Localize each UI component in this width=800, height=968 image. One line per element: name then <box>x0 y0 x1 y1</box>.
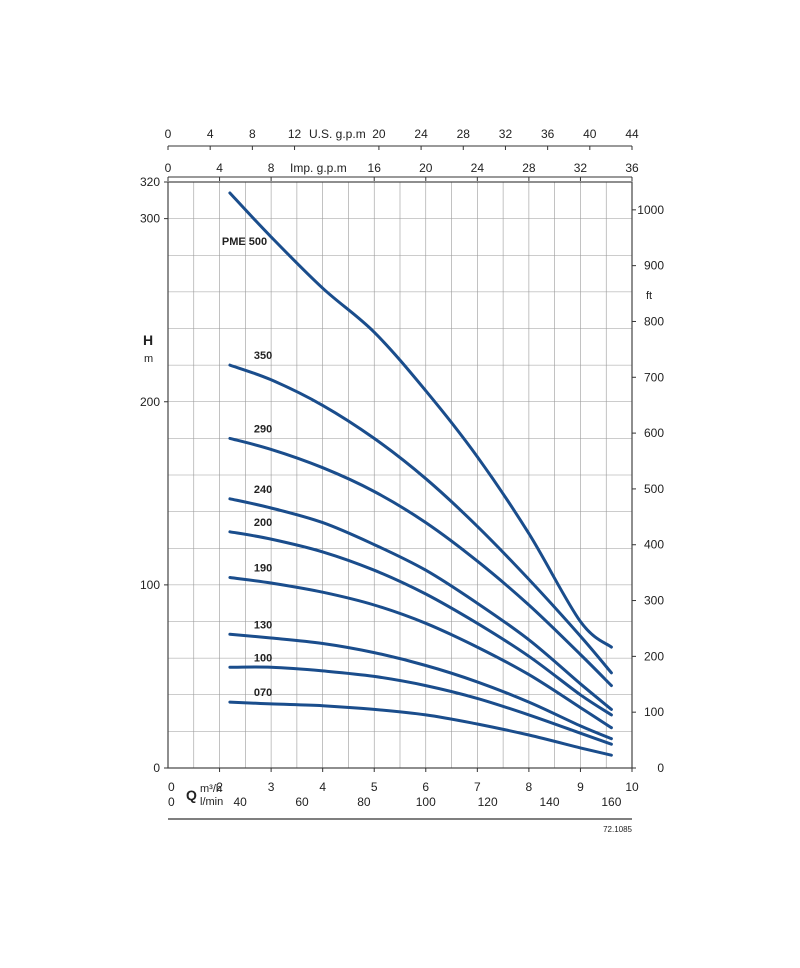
series-label: 200 <box>254 517 272 529</box>
top-imp-tick-label: 24 <box>471 161 485 175</box>
curve-070 <box>228 700 613 757</box>
x-axis-top-usgpm-unit: U.S. g.p.m <box>309 127 366 141</box>
top-imp-tick-label: 8 <box>268 161 275 175</box>
top-imp-tick-label: 36 <box>625 161 639 175</box>
x-lmin-tick-label: 60 <box>295 795 309 809</box>
top-us-tick-label: 36 <box>541 127 555 141</box>
top-imp-tick-label: 28 <box>522 161 536 175</box>
x-m3h-tick-label: 6 <box>422 780 429 794</box>
figure-footnote: 72.1085 <box>603 825 632 834</box>
top-imp-tick-label: 20 <box>419 161 433 175</box>
top-us-tick-label: 8 <box>249 127 256 141</box>
y-right-tick-label: 900 <box>644 259 664 273</box>
curves <box>228 191 613 757</box>
grid <box>168 182 632 768</box>
top-us-tick-label: 0 <box>165 127 172 141</box>
top-imp-tick-label: 4 <box>216 161 223 175</box>
series-label: PME 500 <box>222 236 267 248</box>
top-imp-tick-label: 32 <box>574 161 588 175</box>
x-axis-top-usgpm-ticks: 0 4 8 12 20 24 28 32 36 40 44 <box>165 127 639 150</box>
y-right-tick-label: 300 <box>644 594 664 608</box>
y-right-tick-label: 0 <box>657 761 664 775</box>
x-m3h-tick-label: 4 <box>319 780 326 794</box>
x-axis-lmin-zero: 0 <box>168 795 175 809</box>
x-axis-m3h-ticks: 2 3 4 5 6 7 8 9 10 <box>216 768 639 794</box>
top-us-tick-label: 32 <box>499 127 513 141</box>
y-right-tick-label: 600 <box>644 426 664 440</box>
x-m3h-tick-label: 7 <box>474 780 481 794</box>
plot-frame <box>167 181 633 769</box>
curve-290 <box>228 436 613 688</box>
top-us-tick-label: 4 <box>207 127 214 141</box>
y-tick-label: 300 <box>140 212 160 226</box>
y-tick-label: 320 <box>140 175 160 189</box>
series-label: 100 <box>254 652 272 664</box>
curve-100 <box>228 665 613 746</box>
x-m3h-tick-label: 9 <box>577 780 584 794</box>
series-label: 130 <box>254 619 272 631</box>
y-axis-right-ticks: 0 100 200 300 400 500 600 700 800 900 1000 <box>632 203 664 775</box>
y-tick-label: 100 <box>140 578 160 592</box>
x-m3h-tick-label: 5 <box>371 780 378 794</box>
x-axis-m3h-zero: 0 <box>168 780 175 794</box>
top-imp-tick-label: 16 <box>368 161 382 175</box>
curve-240 <box>228 497 613 711</box>
x-axis-top-impgpm-ticks: 0 4 8 16 20 24 28 32 36 <box>165 161 639 181</box>
y-right-tick-label: 400 <box>644 538 664 552</box>
x-axis-top-impgpm-unit: Imp. g.p.m <box>290 161 347 175</box>
y-axis-unit: m <box>144 353 153 365</box>
curve-pme-500 <box>228 191 613 649</box>
x-axis-lmin-ticks: 40 60 80 100 120 140 160 <box>233 795 621 809</box>
top-us-tick-label: 12 <box>288 127 302 141</box>
x-lmin-tick-label: 120 <box>478 795 498 809</box>
curve-350 <box>228 363 613 675</box>
x-lmin-tick-label: 40 <box>233 795 247 809</box>
x-m3h-tick-label: 3 <box>268 780 275 794</box>
series-label: 290 <box>254 423 272 435</box>
curve-200 <box>228 530 613 717</box>
y-right-tick-label: 500 <box>644 482 664 496</box>
series-labels: PME 500 350 290 240 200 190 130 100 070 <box>222 236 272 699</box>
x-lmin-tick-label: 160 <box>601 795 621 809</box>
series-label: 350 <box>254 350 272 362</box>
series-label: 190 <box>254 563 272 575</box>
y-right-tick-label: 800 <box>644 314 664 328</box>
x-m3h-tick-label: 10 <box>625 780 639 794</box>
y-tick-label: 0 <box>153 761 160 775</box>
top-us-tick-label: 40 <box>583 127 597 141</box>
x-axis-m3h-unit: m³/h <box>200 783 222 795</box>
x-lmin-tick-label: 100 <box>416 795 436 809</box>
x-lmin-tick-label: 140 <box>539 795 559 809</box>
top-us-tick-label: 44 <box>625 127 639 141</box>
y-right-tick-label: 1000 <box>637 203 664 217</box>
curve-190 <box>228 576 613 730</box>
y-axis-left-ticks: 0 100 200 300 320 <box>140 175 168 775</box>
top-imp-tick-label: 0 <box>165 161 172 175</box>
x-axis-lmin-unit: l/min <box>200 796 223 808</box>
y-right-tick-label: 200 <box>644 649 664 663</box>
y-tick-label: 200 <box>140 395 160 409</box>
curve-130 <box>228 632 613 741</box>
series-label: 070 <box>254 687 272 699</box>
x-m3h-tick-label: 8 <box>526 780 533 794</box>
series-label: 240 <box>254 484 272 496</box>
x-m3h-tick-label: 2 <box>216 780 223 794</box>
x-lmin-tick-label: 80 <box>357 795 371 809</box>
y-axis-label: H <box>143 332 153 348</box>
top-us-tick-label: 28 <box>457 127 471 141</box>
top-us-tick-label: 20 <box>372 127 386 141</box>
y-right-unit: ft <box>646 290 652 302</box>
x-axis-symbol: Q <box>186 787 197 803</box>
top-us-tick-label: 24 <box>414 127 428 141</box>
y-right-tick-label: 100 <box>644 705 664 719</box>
y-right-tick-label: 700 <box>644 370 664 384</box>
